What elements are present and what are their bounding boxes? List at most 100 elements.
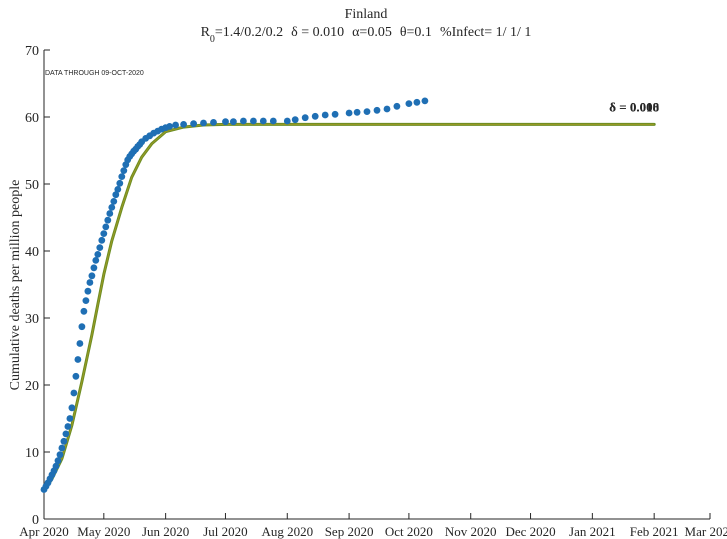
y-tick-label: 0 [32,513,39,528]
subtitle-theta: θ=0.1 [400,25,432,40]
observed-data-point [413,98,421,106]
observed-data-point [78,323,86,331]
series-end-label: δ = 0.008 [609,99,659,114]
model-series-line-overlay [43,123,655,492]
observed-data-point [311,112,319,120]
observed-data-point [383,105,391,113]
x-tick-label: May 2020 [77,524,130,539]
observed-data-point [92,257,100,264]
y-tick-label: 60 [25,111,39,126]
observed-data-point [72,372,80,380]
observed-data-point [58,444,66,452]
observed-data-point [373,106,381,114]
observed-data-point [120,167,128,175]
observed-data-point [118,173,126,181]
observed-data-point [116,179,124,187]
series-end-label: δ = 0.010 [609,99,659,114]
x-tick-label: Feb 2021 [630,524,679,539]
observed-data-point [82,297,90,304]
subtitle-infect: %Infect= 1/ 1/ 1 [440,25,531,40]
model-series-line [42,122,656,493]
observed-data-point [84,287,92,295]
subtitle-delta: δ = 0.010 [291,25,344,40]
observed-data-point [80,307,88,315]
observed-data-point [180,121,188,128]
chart-subtitle: R0=1.4/0.2/0.2 δ = 0.010 α=0.05 θ=0.1 %Infec… [201,25,532,45]
x-tick-label: Apr 2020 [19,524,68,539]
observed-data-point [190,120,198,128]
observed-data-point [110,198,118,205]
x-tick-label: Nov 2020 [445,524,497,539]
series-layer [40,97,656,493]
observed-data-point [76,340,84,347]
observed-data-point [70,389,78,397]
observed-data-point [104,216,112,224]
observed-data-point [172,121,180,129]
observed-data-point [52,462,60,470]
observed-data-point [363,108,371,115]
observed-data-point [200,119,207,127]
observed-data-point [106,210,114,217]
observed-data-point [353,108,361,116]
observed-data-point [345,109,353,117]
observed-data-point [112,191,120,199]
y-axis-label: Cumulative deaths per million people [8,180,23,391]
observed-data-point [166,123,174,130]
observed-data-point [321,111,329,119]
observed-data-point [74,356,82,363]
observed-data-point [250,117,257,125]
observed-data-point [108,204,116,211]
observed-data-point [393,102,401,110]
subtitle-alpha: α=0.05 [352,25,392,40]
observed-data-point [291,116,299,124]
x-tick-label: Oct 2020 [385,524,433,539]
y-tick-label: 10 [25,446,39,461]
y-tick-label: 70 [25,44,39,59]
subtitle-r0-subscript: 0 [210,34,215,45]
x-tick-label: Dec 2020 [505,524,555,539]
x-tick-label: Jun 2020 [142,524,189,539]
x-tick-label: Aug 2020 [261,524,313,539]
observed-data-point [56,451,64,459]
x-ticks: Apr 2020 May 2020 Jun 2020 Jul 2020 Aug 2020… [19,513,727,539]
y-tick-label: 30 [25,312,39,327]
observed-data-point [86,279,94,286]
observed-data-point [100,230,108,238]
subtitle-r0-value: =1.4/0.2/0.2 [215,25,283,40]
x-tick-label: Mar 2021 [685,524,727,539]
observed-data-point [331,110,339,118]
observed-data-point [240,117,247,125]
observed-data-point [102,223,110,231]
observed-data-point [405,100,413,107]
observed-data-point [98,236,106,244]
chart-title: Finland [345,7,388,22]
observed-data-point [283,117,291,125]
x-tick-label: Jan 2021 [569,524,616,539]
observed-data-point [68,404,76,412]
observed-data-point [259,117,267,125]
data-through-annotation: DATA THROUGH 09-OCT-2020 [45,70,144,77]
x-tick-label: Jul 2020 [203,524,247,539]
observed-data-point [60,437,68,445]
axes [43,50,710,520]
observed-data-point [62,430,70,438]
observed-data-point [88,272,96,280]
x-tick-label: Sep 2020 [325,524,374,539]
y-ticks: 0 10 20 30 40 50 60 70 [25,44,50,528]
y-tick-label: 40 [25,245,39,260]
observed-data-point [64,423,72,430]
observed-data-point [54,457,62,465]
observed-data-point [210,119,217,126]
observed-data-point [114,186,122,193]
observed-data-point [96,244,104,252]
observed-data-point [421,97,429,105]
subtitle-r0: R [201,25,211,40]
observed-data-point [301,114,309,122]
observed-data-point [66,415,74,422]
y-tick-label: 50 [25,178,39,193]
observed-data-point [230,118,237,126]
observed-data-point [269,117,277,125]
observed-data-point [222,118,229,126]
observed-data-point [90,264,98,272]
